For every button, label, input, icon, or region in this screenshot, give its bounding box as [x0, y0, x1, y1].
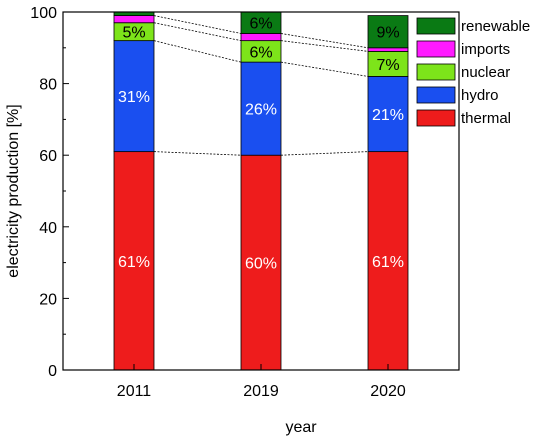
legend-label-thermal: thermal [461, 110, 511, 127]
y-tick-label: 100 [30, 5, 57, 22]
data-label-nuclear-2019: 6% [249, 44, 272, 61]
y-tick-label: 60 [39, 148, 57, 165]
data-label-renewable-2020: 9% [376, 25, 399, 42]
legend-label-renewable: renewable [461, 18, 530, 35]
bar-hydro-2011 [113, 40, 155, 153]
bar-imports-2011 [113, 15, 155, 24]
x-tick-label: 2020 [370, 383, 406, 400]
legend-swatch-nuclear [416, 63, 456, 81]
data-label-nuclear-2020: 7% [376, 57, 399, 74]
legend-swatch-hydro [416, 86, 456, 104]
legend-swatch-renewable [416, 17, 456, 35]
data-label-thermal-2011: 61% [118, 254, 150, 271]
bars-layer [113, 11, 409, 371]
connector-thermal-0 [153, 151, 242, 156]
legend-label-hydro: hydro [461, 87, 499, 104]
y-tick-label: 0 [48, 363, 57, 380]
data-label-hydro-2019: 26% [245, 102, 277, 119]
connector-hydro-1 [280, 61, 369, 77]
y-tick-label: 40 [39, 220, 57, 237]
legend-label-imports: imports [461, 41, 510, 58]
data-label-hydro-2020: 21% [372, 107, 404, 124]
bar-hydro-2019 [240, 61, 282, 156]
connector-nuclear-0 [153, 22, 242, 42]
connector-hydro-0 [153, 40, 242, 63]
y-tick-label: 80 [39, 77, 57, 94]
bar-hydro-2020 [367, 76, 409, 153]
bar-imports-2019 [240, 33, 282, 42]
bar-thermal-2011 [113, 151, 155, 371]
connector-imports-0 [153, 15, 242, 34]
x-tick-label: 2019 [243, 383, 279, 400]
y-axis-title: electricity production [%] [5, 104, 22, 277]
connector-lines [153, 15, 369, 156]
bar-thermal-2020 [367, 151, 409, 371]
data-label-nuclear-2011: 5% [122, 25, 145, 42]
x-axis: 2011 2019 2020 [117, 364, 406, 400]
bar-nuclear-2020 [367, 50, 409, 77]
legend-label-nuclear: nuclear [461, 64, 510, 81]
legend-swatch-imports [416, 40, 456, 58]
x-tick-label: 2011 [117, 383, 152, 400]
legend: renewable imports nuclear hydro thermal [416, 17, 530, 127]
data-label-thermal-2019: 60% [245, 256, 277, 273]
x-axis-title: year [285, 419, 317, 436]
data-label-thermal-2020: 61% [372, 254, 404, 271]
legend-swatch-thermal [416, 109, 456, 127]
bar-renewable-2020 [367, 15, 409, 49]
data-label-renewable-2019: 6% [249, 16, 272, 33]
data-labels: 61% 31% 5% 60% 26% 6% 6% 61% 21% 7% 9% [118, 16, 404, 273]
data-label-hydro-2011: 31% [118, 89, 150, 106]
bar-imports-2020 [367, 47, 409, 52]
y-axis: 0 20 40 60 80 100 [30, 5, 69, 380]
connector-thermal-1 [280, 151, 369, 156]
connector-nuclear-1 [280, 40, 369, 52]
y-tick-label: 20 [39, 291, 57, 308]
connector-imports-1 [280, 33, 369, 49]
